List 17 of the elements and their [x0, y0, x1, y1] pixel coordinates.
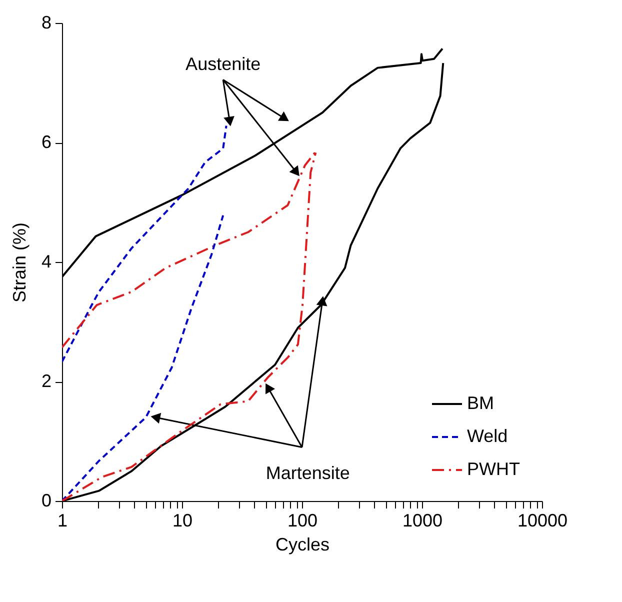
- annotation: Austenite: [186, 54, 261, 74]
- x-tick-label: 100: [287, 510, 318, 530]
- legend-label: BM: [467, 393, 494, 413]
- x-axis-title: Cycles: [275, 534, 330, 554]
- y-tick-label: 2: [41, 371, 52, 391]
- legend-label: PWHT: [467, 459, 520, 479]
- y-tick-label: 8: [41, 12, 52, 32]
- y-tick-label: 6: [41, 132, 52, 152]
- y-tick-label: 0: [41, 490, 52, 510]
- x-tick-label: 10: [172, 510, 193, 530]
- y-tick-label: 4: [41, 252, 52, 272]
- legend-label: Weld: [467, 426, 508, 446]
- x-tick-label: 1: [57, 510, 68, 530]
- x-tick-label: 1000: [402, 510, 443, 530]
- annotation: Martensite: [266, 463, 350, 484]
- x-tick-label: 10000: [517, 510, 568, 530]
- y-axis-title: Strain (%): [9, 222, 30, 303]
